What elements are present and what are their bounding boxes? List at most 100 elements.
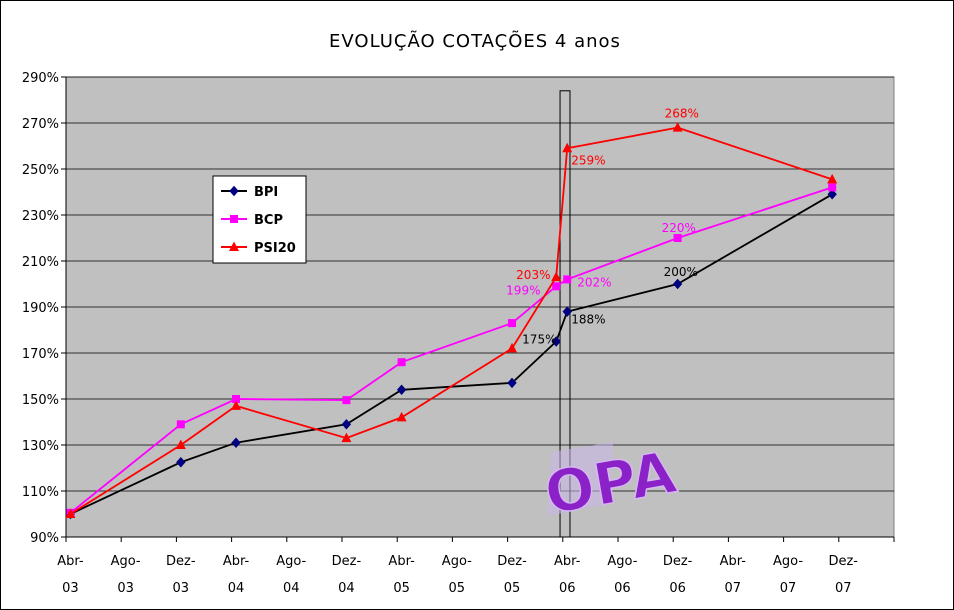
psi20-marker [341, 432, 352, 443]
bcp-marker [397, 358, 406, 367]
y-tick-label: 230% [22, 209, 59, 224]
bpi-marker [176, 456, 186, 468]
bpi-marker [551, 336, 561, 347]
data-label: 199% [506, 283, 540, 297]
psi20-marker [231, 400, 242, 410]
psi20-marker [562, 142, 573, 153]
x-tick-label: Abr- [388, 554, 415, 569]
bpi-marker [231, 437, 241, 448]
data-label: 203% [516, 268, 550, 282]
data-label: 259% [571, 153, 605, 167]
psi20-line [69, 126, 833, 515]
legend-label: PSI20 [254, 241, 296, 256]
x-tick-label: 03 [173, 581, 190, 596]
bpi-marker [562, 306, 572, 317]
data-label: 268% [665, 107, 699, 121]
y-tick-label: 190% [22, 301, 59, 316]
data-labels: 175% 188% 200% 199% 202% 220% 203% 259% 268% [506, 107, 699, 347]
psi20-marker [175, 439, 186, 449]
x-tick-label: Abr- [223, 554, 250, 569]
series-bcp [66, 183, 837, 517]
x-tick-label: 04 [228, 581, 245, 596]
y-axis: 90% 110% 130% 150% 170% 190% 210% 230% 250% 270% 2… [22, 71, 67, 546]
x-tick-label: 06 [669, 581, 686, 596]
x-tick-label: 07 [725, 581, 742, 596]
legend-label: BPI [254, 185, 278, 200]
y-tick-label: 150% [22, 393, 59, 408]
legend: BPI BCP PSI20 [212, 175, 307, 264]
psi20-marker [229, 241, 239, 251]
x-tick-label: 07 [780, 581, 797, 596]
bcp-line [69, 186, 833, 514]
x-tick-label: Abr- [57, 554, 84, 569]
bcp-marker [508, 319, 517, 328]
x-tick-label: Dez- [828, 554, 858, 569]
y-tick-label: 130% [22, 439, 59, 454]
x-tick-label: 06 [559, 581, 576, 596]
x-tick-label: 03 [117, 581, 134, 596]
bcp-marker [230, 215, 238, 223]
x-tick-label: Ago- [442, 554, 472, 569]
x-tick-label: 03 [62, 581, 79, 596]
x-tick-label: Dez- [497, 554, 527, 569]
x-tick-label: 04 [283, 581, 300, 596]
psi20-marker [551, 271, 562, 282]
bcp-marker [563, 275, 572, 284]
opa-highlight-box [559, 90, 571, 538]
x-tick-label: Ago- [773, 554, 803, 569]
data-label: 220% [662, 221, 696, 235]
bpi-marker [396, 384, 407, 396]
gridlines [66, 76, 894, 538]
series-bpi [65, 189, 837, 520]
y-tick-label: 290% [22, 71, 59, 86]
x-tick-label: Ago- [111, 554, 141, 569]
bpi-marker [672, 278, 683, 290]
series-psi20 [65, 122, 838, 518]
x-tick-label: Dez- [166, 554, 196, 569]
bcp-marker [232, 395, 241, 403]
y-tick-label: 270% [22, 117, 59, 132]
y-tick-label: 210% [22, 255, 59, 270]
x-tick-label: 05 [504, 581, 521, 596]
series-lines [65, 122, 838, 520]
bpi-marker [341, 419, 352, 430]
x-tick-label: 05 [449, 581, 466, 596]
bcp-marker [342, 396, 351, 405]
psi20-marker [507, 342, 518, 353]
bpi-marker [507, 377, 517, 389]
x-tick-label: 05 [393, 581, 410, 596]
data-label: 175% [522, 333, 556, 347]
psi20-marker [65, 508, 76, 518]
x-tick-label: Abr- [554, 554, 581, 569]
chart-title: EVOLUÇÃO COTAÇÕES 4 anos [329, 30, 621, 52]
x-tick-label: Dez- [332, 554, 362, 569]
x-tick-label: 07 [835, 581, 852, 596]
bpi-marker [229, 185, 239, 197]
bcp-marker [828, 183, 837, 192]
x-tick-label: Dez- [663, 554, 693, 569]
bcp-marker [176, 420, 185, 429]
bcp-marker [552, 282, 561, 291]
x-tick-label: Ago- [607, 554, 637, 569]
data-label: 200% [664, 265, 698, 279]
x-tick-label: 06 [614, 581, 631, 596]
y-tick-label: 110% [22, 485, 59, 500]
bpi-line [70, 193, 833, 515]
psi20-marker [672, 122, 683, 132]
x-tick-label: 04 [338, 581, 355, 596]
opa-shadow [547, 442, 614, 516]
x-tick-label: Ago- [276, 554, 306, 569]
psi20-marker [827, 173, 838, 184]
bcp-marker [673, 234, 682, 242]
y-tick-label: 170% [22, 347, 59, 362]
data-label: 202% [577, 275, 611, 289]
y-tick-label: 90% [30, 531, 59, 546]
data-label: 188% [571, 313, 605, 327]
x-tick-label: Abr- [720, 554, 747, 569]
psi20-marker [396, 411, 407, 422]
bpi-marker [827, 189, 837, 200]
legend-label: BCP [254, 213, 283, 228]
y-tick-label: 250% [22, 163, 59, 178]
x-axis: Abr- 03 Ago- 03 Dez- 03 Abr- 04 Ago- 04 Dez- 04 Abr-… [57, 536, 895, 596]
